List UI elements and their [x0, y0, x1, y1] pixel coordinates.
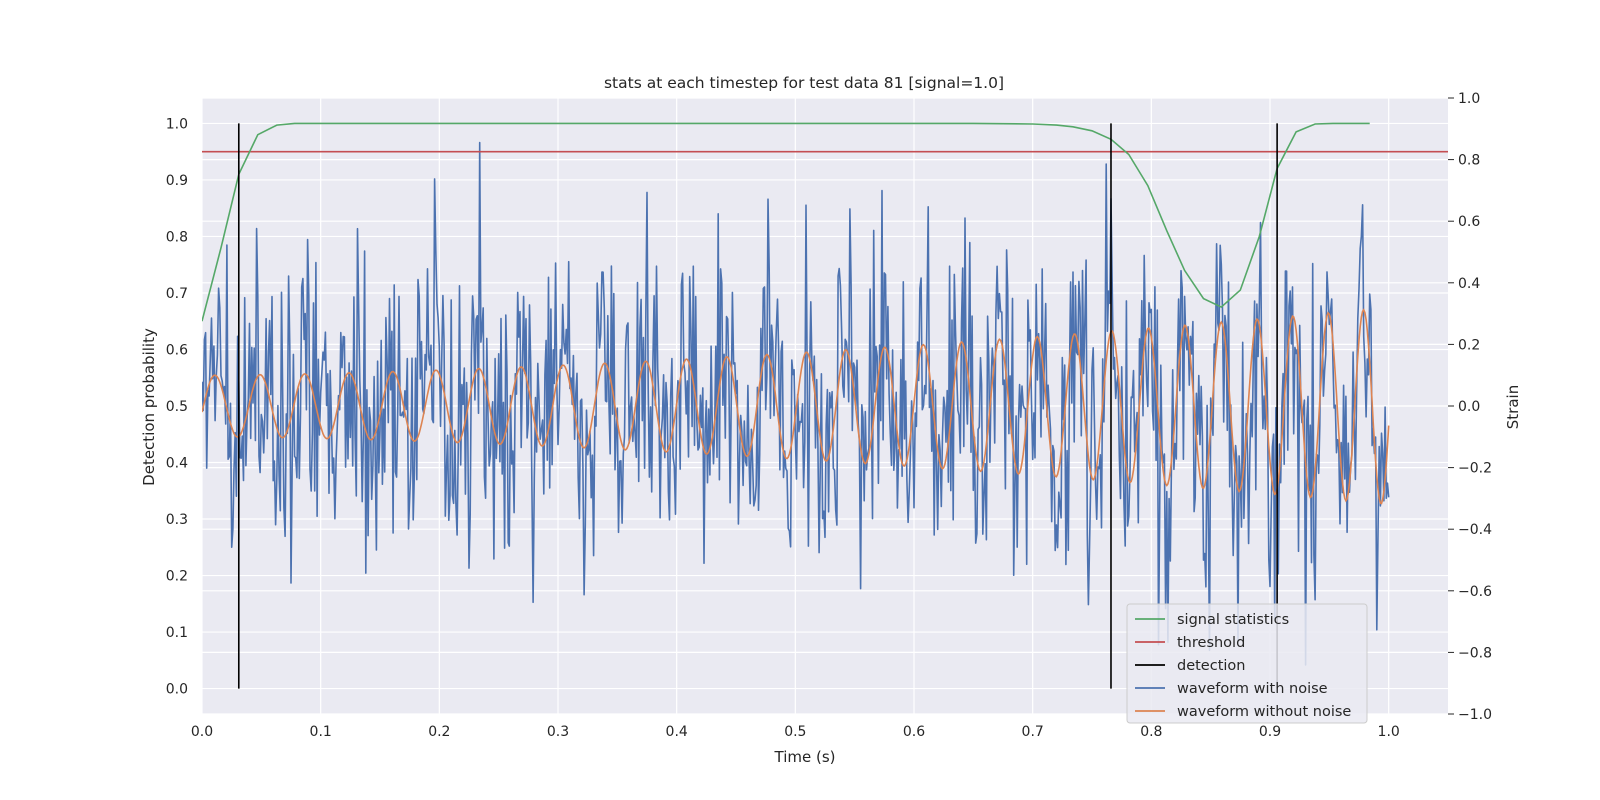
x-tick-label: 0.0: [191, 724, 213, 740]
x-tick-label: 0.7: [1022, 724, 1044, 740]
y-left-tick-label: 0.3: [166, 512, 188, 528]
y-left-tick-label: 1.0: [166, 116, 188, 132]
y-axis-left-title: Detection probability: [140, 328, 158, 486]
legend-label: waveform with noise: [1177, 681, 1328, 697]
legend-label: threshold: [1177, 635, 1245, 651]
series-waveform-without-noise: [202, 308, 1390, 505]
legend-label: detection: [1177, 658, 1245, 674]
y-left-tick-label: 0.6: [166, 342, 188, 358]
x-axis-ticks: 0.0 0.1 0.2 0.3 0.4 0.5 0.6 0.7 0.8 0.9 1.0: [191, 724, 1400, 740]
x-tick-label: 0.2: [428, 724, 450, 740]
legend-label: waveform without noise: [1177, 704, 1351, 720]
y-right-tick-label: −0.4: [1458, 522, 1492, 538]
y-right-tick-label: 0.2: [1458, 337, 1480, 353]
y-right-tick-label: 0.8: [1458, 153, 1480, 169]
y-left-tick-label: 0.0: [166, 682, 188, 698]
y-right-tick-label: −1.0: [1458, 707, 1492, 723]
y-left-tick-label: 0.2: [166, 569, 188, 585]
series-signal-statistics: [202, 122, 1370, 322]
x-tick-label: 0.5: [784, 724, 806, 740]
series-layer: [202, 122, 1448, 689]
x-axis-title: Time (s): [774, 748, 836, 766]
y-axis-right-ticks: −1.0 −0.8 −0.6 −0.4 −0.2 0.0 0.2 0.4 0.6 0.8 1.0: [1448, 91, 1492, 723]
chart-title: stats at each timestep for test data 81 …: [604, 74, 1004, 92]
y-axis-left-ticks: 0.0 0.1 0.2 0.3 0.4 0.5 0.6 0.7 0.8 0.9 1.0: [166, 116, 188, 697]
x-tick-label: 0.4: [666, 724, 688, 740]
x-tick-label: 0.3: [547, 724, 569, 740]
y-right-tick-label: −0.2: [1458, 461, 1492, 477]
x-tick-label: 0.8: [1140, 724, 1162, 740]
series-waveform-with-noise: [202, 141, 1390, 666]
y-left-tick-label: 0.7: [166, 286, 188, 302]
legend: signal statistics threshold detection wavef…: [1126, 603, 1368, 724]
y-right-tick-label: −0.6: [1458, 584, 1492, 600]
y-right-tick-label: 0.6: [1458, 214, 1480, 230]
x-tick-label: 0.1: [310, 724, 332, 740]
y-left-tick-label: 0.1: [166, 625, 188, 641]
y-left-tick-label: 0.8: [166, 229, 188, 245]
y-left-tick-label: 0.9: [166, 173, 188, 189]
y-right-tick-label: −0.8: [1458, 645, 1492, 661]
y-right-tick-label: 0.4: [1458, 276, 1480, 292]
legend-label: signal statistics: [1177, 612, 1289, 628]
x-tick-label: 0.6: [903, 724, 925, 740]
y-right-tick-label: 0.0: [1458, 399, 1480, 415]
y-left-tick-label: 0.5: [166, 399, 188, 415]
x-tick-label: 0.9: [1259, 724, 1281, 740]
legend-box: [1126, 603, 1368, 724]
y-right-tick-label: 1.0: [1458, 91, 1480, 107]
y-axis-right-title: Strain: [1504, 385, 1522, 429]
x-tick-label: 1.0: [1378, 724, 1400, 740]
y-left-tick-label: 0.4: [166, 456, 188, 472]
